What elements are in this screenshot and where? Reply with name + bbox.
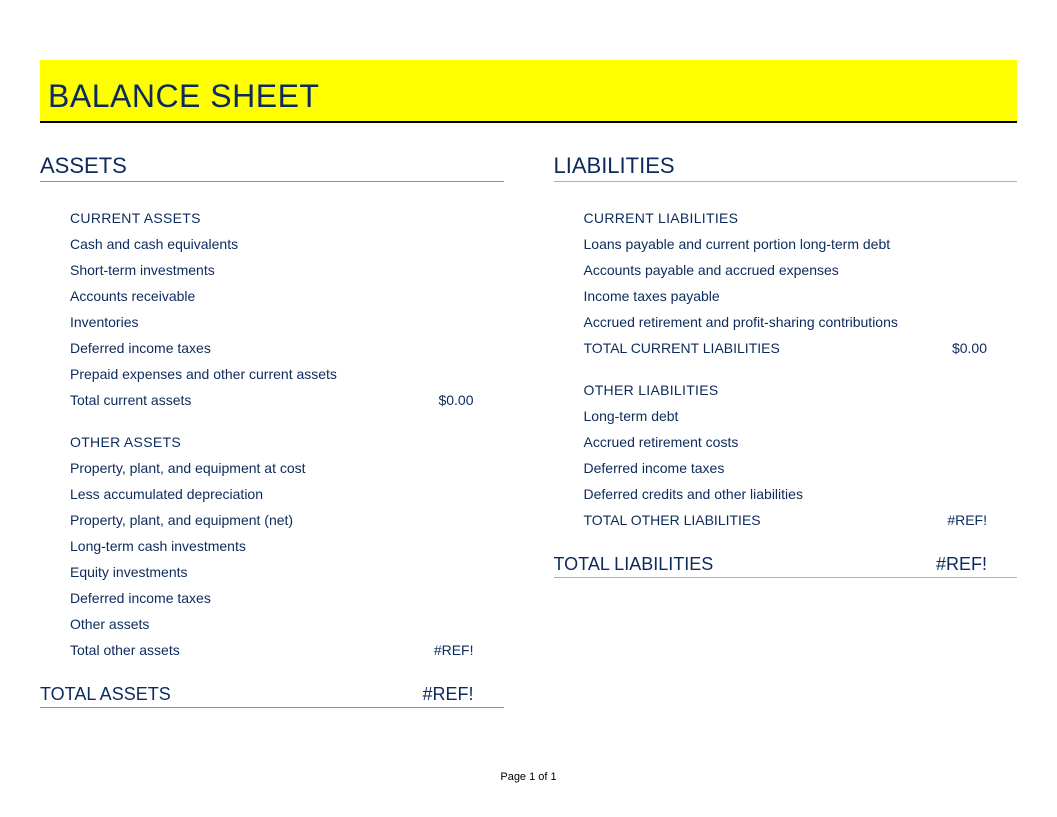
item-label: Long-term cash investments [70,538,394,554]
line-item: Total current assets $0.00 [70,392,504,408]
item-label: Short-term investments [70,262,394,278]
item-label: Total other assets [70,642,394,658]
total-liabilities-value: #REF! [907,554,987,575]
item-label: Less accumulated depreciation [70,486,394,502]
item-label: Cash and cash equivalents [70,236,394,252]
item-value: #REF! [394,642,474,658]
line-item: Other assets [70,616,504,632]
other-liabilities-group: OTHER LIABILITIES Long-term debt Accrued… [554,382,1018,528]
item-label: Accrued retirement and profit-sharing co… [584,314,908,330]
line-item: Property, plant, and equipment (net) [70,512,504,528]
line-item: Inventories [70,314,504,330]
assets-column: ASSETS CURRENT ASSETS Cash and cash equi… [40,153,504,708]
liabilities-column: LIABILITIES CURRENT LIABILITIES Loans pa… [554,153,1018,708]
item-label: Prepaid expenses and other current asset… [70,366,394,382]
line-item: Short-term investments [70,262,504,278]
other-assets-group: OTHER ASSETS Property, plant, and equipm… [40,434,504,658]
total-assets-label: TOTAL ASSETS [40,684,394,705]
item-label: Other assets [70,616,394,632]
line-item: Deferred income taxes [584,460,1018,476]
line-item: Accounts payable and accrued expenses [584,262,1018,278]
assets-heading: ASSETS [40,153,504,182]
total-assets-value: #REF! [394,684,474,705]
current-liabilities-heading: CURRENT LIABILITIES [584,210,1018,226]
total-assets-row: TOTAL ASSETS #REF! [40,684,504,708]
liabilities-heading: LIABILITIES [554,153,1018,182]
line-item: TOTAL CURRENT LIABILITIES $0.00 [584,340,1018,356]
other-assets-heading: OTHER ASSETS [70,434,504,450]
document-title: BALANCE SHEET [48,78,1009,115]
item-value: $0.00 [394,392,474,408]
item-label: TOTAL CURRENT LIABILITIES [584,340,908,356]
item-label: Deferred credits and other liabilities [584,486,908,502]
line-item: Accrued retirement and profit-sharing co… [584,314,1018,330]
line-item: Deferred credits and other liabilities [584,486,1018,502]
item-label: Property, plant, and equipment (net) [70,512,394,528]
item-label: Long-term debt [584,408,908,424]
item-label: Inventories [70,314,394,330]
line-item: TOTAL OTHER LIABILITIES #REF! [584,512,1018,528]
line-item: Long-term cash investments [70,538,504,554]
item-label: Loans payable and current portion long-t… [584,236,908,252]
current-assets-heading: CURRENT ASSETS [70,210,504,226]
total-liabilities-row: TOTAL LIABILITIES #REF! [554,554,1018,578]
line-item: Prepaid expenses and other current asset… [70,366,504,382]
line-item: Income taxes payable [584,288,1018,304]
line-item: Property, plant, and equipment at cost [70,460,504,476]
line-item: Total other assets #REF! [70,642,504,658]
current-liabilities-group: CURRENT LIABILITIES Loans payable and cu… [554,210,1018,356]
item-label: Property, plant, and equipment at cost [70,460,394,476]
title-bar: BALANCE SHEET [40,60,1017,123]
line-item: Deferred income taxes [70,590,504,606]
line-item: Long-term debt [584,408,1018,424]
current-assets-group: CURRENT ASSETS Cash and cash equivalents… [40,210,504,408]
line-item: Equity investments [70,564,504,580]
item-label: Deferred income taxes [584,460,908,476]
line-item: Accounts receivable [70,288,504,304]
line-item: Cash and cash equivalents [70,236,504,252]
item-label: Accrued retirement costs [584,434,908,450]
line-item: Loans payable and current portion long-t… [584,236,1018,252]
item-label: Accounts payable and accrued expenses [584,262,908,278]
other-liabilities-heading: OTHER LIABILITIES [584,382,1018,398]
item-value: $0.00 [907,340,987,356]
item-label: Equity investments [70,564,394,580]
item-label: Income taxes payable [584,288,908,304]
item-label: TOTAL OTHER LIABILITIES [584,512,908,528]
content-columns: ASSETS CURRENT ASSETS Cash and cash equi… [40,153,1017,708]
line-item: Accrued retirement costs [584,434,1018,450]
line-item: Deferred income taxes [70,340,504,356]
line-item: Less accumulated depreciation [70,486,504,502]
item-label: Total current assets [70,392,394,408]
item-label: Deferred income taxes [70,340,394,356]
item-label: Accounts receivable [70,288,394,304]
item-label: Deferred income taxes [70,590,394,606]
item-value: #REF! [907,512,987,528]
page-footer: Page 1 of 1 [0,771,1057,783]
total-liabilities-label: TOTAL LIABILITIES [554,554,908,575]
